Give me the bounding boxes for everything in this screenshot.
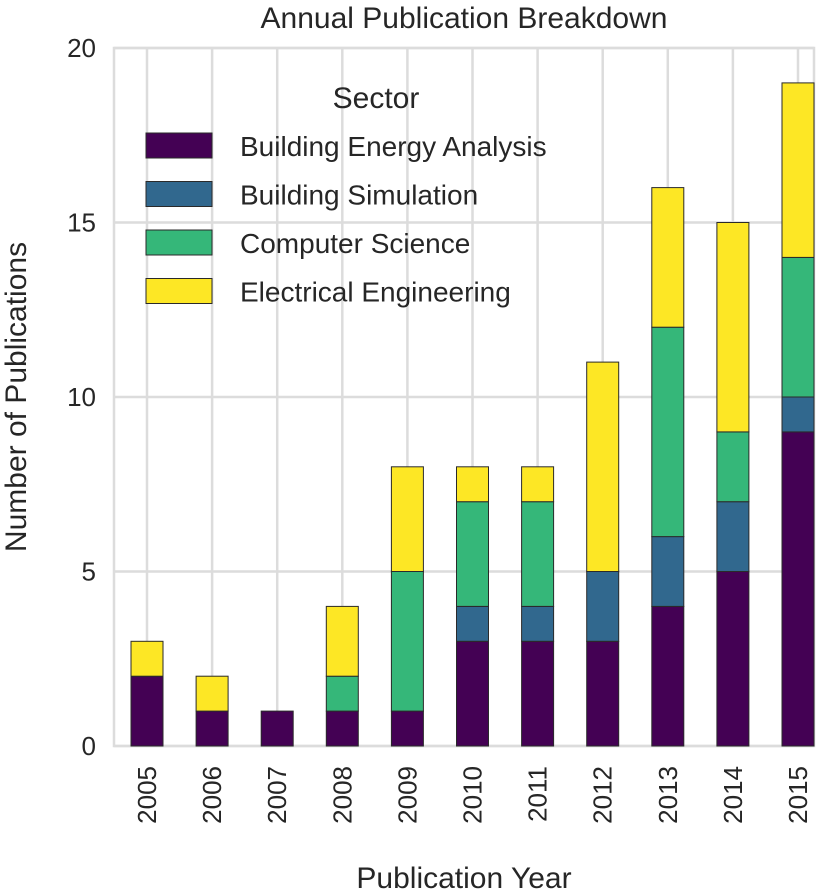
x-tick-label: 2013 xyxy=(653,766,683,824)
y-tick-label: 10 xyxy=(67,382,96,412)
x-axis-label: Publication Year xyxy=(356,862,571,894)
legend-swatch xyxy=(145,278,213,304)
bar-segment-2009-series-0 xyxy=(390,710,424,747)
bar-segment-2006-series-0 xyxy=(195,710,229,747)
bar-segment-2008-series-3 xyxy=(325,605,359,677)
bar-segment-2006-series-3 xyxy=(195,675,229,712)
bar-segment-2014-series-2 xyxy=(716,431,750,503)
bar-segment-2010-series-2 xyxy=(456,501,489,607)
bar-segment-2011-series-1 xyxy=(521,605,555,642)
bar-segment-2011-series-0 xyxy=(521,640,555,747)
bar-segment-2005-series-0 xyxy=(130,675,164,747)
bar-segment-2014-series-0 xyxy=(716,571,750,747)
bar-segment-2008-series-2 xyxy=(325,675,359,712)
bar-segment-2010-series-1 xyxy=(456,605,489,642)
y-axis-label: Number of Publications xyxy=(0,242,33,552)
bar-segment-2013-series-1 xyxy=(651,536,685,607)
bar-segment-2014-series-1 xyxy=(716,501,750,573)
legend-title: Sector xyxy=(333,82,420,115)
x-tick-label: 2015 xyxy=(783,766,813,824)
y-tick-label: 5 xyxy=(82,557,96,587)
bar-segment-2013-series-3 xyxy=(651,187,685,328)
bar-segment-2011-series-2 xyxy=(521,501,555,607)
legend-swatch xyxy=(145,181,213,207)
x-tick-label: 2006 xyxy=(197,766,227,824)
x-tick-label: 2012 xyxy=(588,766,618,824)
legend-swatch xyxy=(145,132,213,159)
y-tick-label: 0 xyxy=(82,731,96,761)
bar-segment-2013-series-2 xyxy=(651,326,685,538)
bar-segment-2015-series-2 xyxy=(781,256,815,398)
y-tick-labels: 0 5 10 15 20 xyxy=(67,33,96,761)
x-tick-label: 2005 xyxy=(132,766,162,824)
x-tick-label: 2010 xyxy=(458,766,488,824)
bar-segment-2011-series-3 xyxy=(521,466,555,503)
bar-segment-2013-series-0 xyxy=(651,605,685,747)
legend-label: Electrical Engineering xyxy=(240,277,511,308)
legend-swatch xyxy=(145,229,213,256)
x-tick-labels: 2005 2006 2007 2008 2009 2010 2011 2012 2013 2014… xyxy=(132,766,813,824)
bar-segment-2015-series-1 xyxy=(781,396,815,433)
x-tick-label: 2009 xyxy=(392,766,422,824)
legend-label: Computer Science xyxy=(240,228,470,259)
x-tick-label: 2008 xyxy=(327,766,357,824)
bar-segment-2005-series-3 xyxy=(130,640,164,677)
bar-segment-2010-series-3 xyxy=(456,466,489,503)
bar-segment-2009-series-3 xyxy=(390,466,424,572)
chart-title: Annual Publication Breakdown xyxy=(261,2,668,35)
legend-label: Building Energy Analysis xyxy=(240,131,547,162)
x-tick-label: 2007 xyxy=(262,766,292,824)
bar-segment-2012-series-1 xyxy=(586,571,620,642)
bar-segment-2012-series-0 xyxy=(586,640,620,747)
bar-segment-2014-series-3 xyxy=(716,222,750,433)
bar-segment-2015-series-0 xyxy=(781,431,815,747)
legend: Sector Building Energy Analysis Building … xyxy=(145,82,547,308)
bar-segment-2007-series-0 xyxy=(260,710,294,747)
bar-segment-2012-series-3 xyxy=(586,361,620,572)
bar-segment-2009-series-2 xyxy=(390,571,424,712)
legend-label: Building Simulation xyxy=(240,180,478,211)
x-tick-label: 2014 xyxy=(718,766,748,824)
bar-segment-2015-series-3 xyxy=(781,82,815,258)
bars xyxy=(130,82,815,747)
x-tick-label: 2011 xyxy=(523,766,553,822)
y-tick-label: 20 xyxy=(67,33,96,63)
bar-segment-2010-series-0 xyxy=(456,640,489,747)
bar-segment-2008-series-0 xyxy=(325,710,359,747)
y-tick-label: 15 xyxy=(67,208,96,238)
